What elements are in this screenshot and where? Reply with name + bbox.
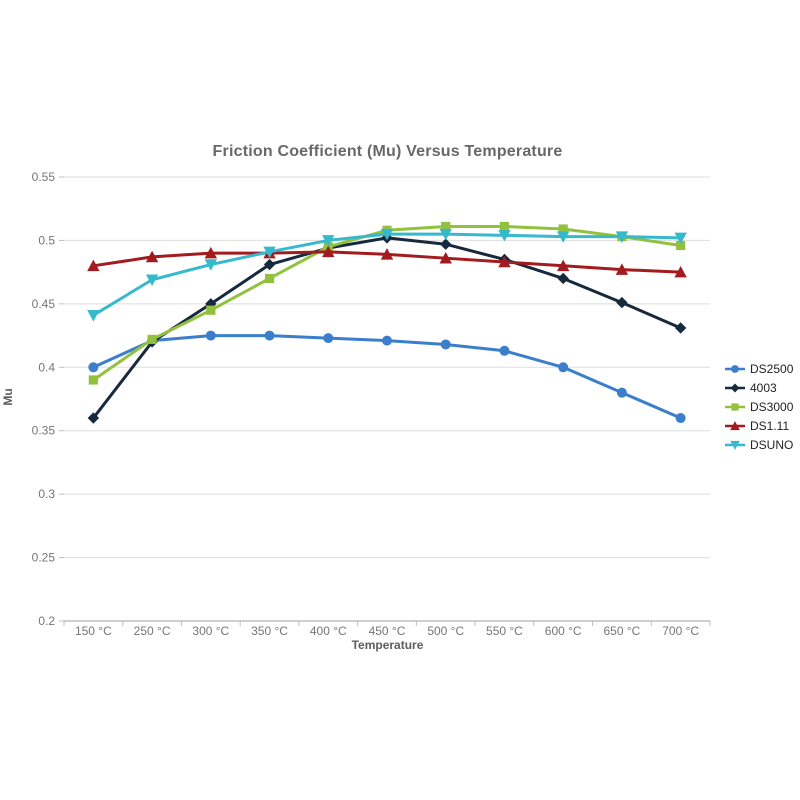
marker-triangle-down [498,230,511,242]
marker-diamond [557,272,569,285]
marker-circle [558,362,569,373]
marker-square [499,221,510,232]
marker-triangle-down [730,440,740,450]
marker-square [731,402,739,411]
marker-diamond [440,238,452,250]
marker-circle [616,387,627,398]
series-ds1-11 [87,245,687,278]
marker-square [441,221,451,232]
marker-circle [88,362,99,373]
marker-square [676,240,686,251]
y-tick-label: 0.2 [38,614,55,628]
marker-circle [205,330,216,341]
y-tick-label: 0.3 [38,487,55,501]
marker-triangle-down [263,246,276,259]
legend-item-ds2500: DS2500 [724,359,793,378]
marker-circle [499,345,510,356]
marker-circle [675,413,686,424]
x-tick-label: 250 °C [134,624,171,638]
marker-triangle-down [87,310,100,322]
legend-item-4003: 4003 [724,378,793,397]
marker-square [558,224,568,234]
series-line-dsuno [91,232,683,317]
marker-square [206,305,216,315]
x-tick-label: 350 °C [251,624,288,638]
x-tick-label: 450 °C [369,624,406,638]
y-tick-label: 0.4 [38,360,55,374]
legend-label: DS1.11 [750,418,790,433]
y-tick-label: 0.5 [38,233,55,247]
x-tick-label: 400 °C [310,624,347,638]
chart-title: Friction Coefficient (Mu) Versus Tempera… [212,143,563,160]
series-ds2500 [88,330,686,424]
marker-circle [382,335,392,346]
marker-triangle-down [204,259,218,271]
marker-triangle-up [439,251,452,264]
marker-circle [731,364,739,373]
marker-triangle-up [87,259,100,272]
marker-square [147,334,157,344]
series-ds3000 [88,221,686,385]
marker-circle [264,330,275,341]
x-tick-label: 500 °C [427,624,464,638]
marker-diamond [730,383,740,392]
marker-triangle-up [380,248,394,260]
marker-triangle-down [556,231,570,243]
x-tick-label: 600 °C [545,624,582,638]
series-line-4003 [91,236,683,420]
marker-triangle-down [439,228,452,241]
marker-circle [323,333,334,344]
series-line-ds2500 [91,334,683,420]
marker-triangle-down [674,232,687,245]
legend-marker-ds1-11 [725,420,745,430]
legend-item-dsuno: DSUNO [724,435,793,454]
marker-triangle-up [498,255,511,268]
marker-triangle-up [674,265,687,278]
marker-square [264,273,275,284]
series-dsuno [87,228,687,322]
marker-square [88,375,98,385]
x-tick-label: 650 °C [603,624,640,638]
legend-label: DS3000 [750,399,794,414]
marker-circle [440,339,451,350]
x-tick-label: 700 °C [662,624,699,638]
y-tick-label: 0.45 [32,297,56,311]
marker-diamond [616,296,628,309]
y-tick-label: 0.25 [32,551,56,565]
marker-triangle-up [145,250,159,263]
legend: DS2500 4003 DS3000 DS1.11 DSUNO [724,359,793,454]
marker-triangle-down [615,231,629,243]
legend-label: 4003 [750,380,777,395]
marker-triangle-down [145,274,159,286]
y-tick-label: 0.35 [32,424,56,438]
marker-triangle-up [730,420,740,430]
legend-label: DS2500 [750,361,794,376]
marker-diamond [263,258,276,271]
marker-triangle-down [380,228,394,241]
marker-triangle-up [322,245,335,258]
y-tick-label: 0.55 [32,170,56,184]
marker-diamond [87,412,100,424]
x-tick-label: 550 °C [486,624,523,638]
marker-diamond [674,322,687,334]
x-tick-label: 300 °C [192,624,229,638]
legend-marker-ds3000 [725,402,745,411]
legend-marker-4003 [725,383,745,392]
marker-triangle-up [204,246,218,259]
legend-marker-dsuno [725,440,745,450]
legend-marker-ds2500 [725,364,745,373]
legend-item-ds3000: DS3000 [724,397,793,416]
marker-triangle-down [322,235,335,247]
marker-triangle-up [556,259,570,272]
x-axis-title: Temperature [351,638,424,652]
marker-triangle-up [615,263,629,275]
x-tick-label: 150 °C [75,624,112,638]
legend-item-ds1-11: DS1.11 [724,416,793,435]
legend-label: DSUNO [750,437,794,452]
